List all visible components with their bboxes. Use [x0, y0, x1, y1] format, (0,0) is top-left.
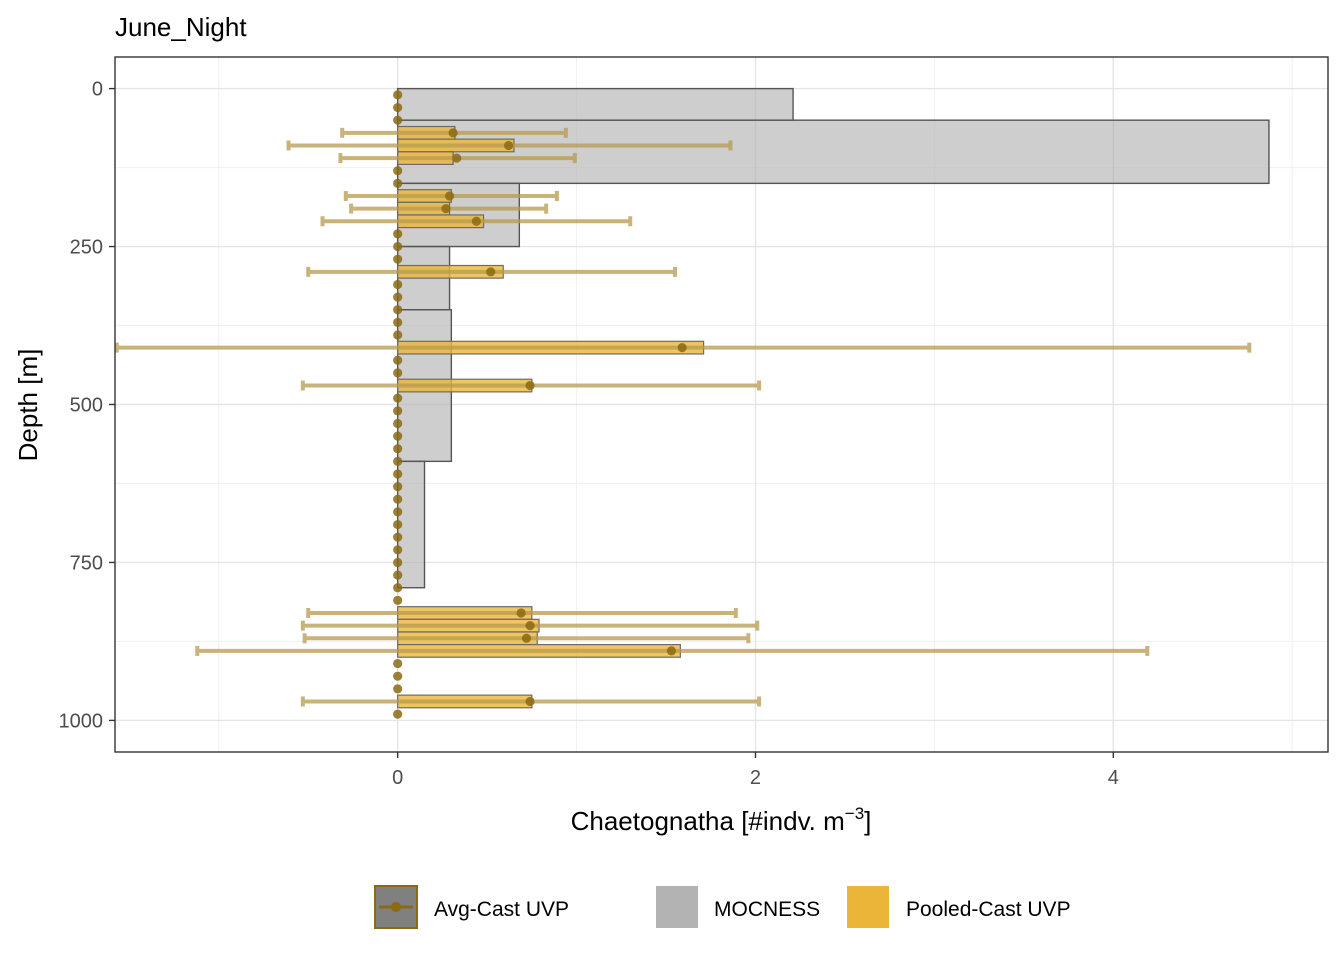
chart-title: June_Night [115, 12, 247, 42]
avg-point [393, 241, 403, 252]
avg-point [393, 456, 403, 466]
avg-point [393, 570, 403, 580]
avg-errorbars [114, 127, 1252, 707]
avg-point [393, 482, 403, 492]
y-tick-label: 250 [70, 237, 103, 259]
x-axis-ticks: 0 2 4 [392, 752, 1119, 789]
avg-points [393, 90, 687, 719]
legend-swatch-mocness [656, 886, 698, 928]
x-tick-label: 4 [1108, 767, 1119, 789]
x-axis-label-main: Chaetognatha [#indv. m [571, 806, 845, 836]
avg-point [393, 355, 403, 365]
y-axis-ticks: 0 250 500 750 1000 [59, 79, 115, 732]
avg-point [525, 621, 535, 631]
avg-point [393, 178, 403, 188]
legend-key-mocness: MOCNESS [656, 886, 820, 928]
avg-point [393, 545, 403, 555]
mocness-bars [396, 87, 1270, 589]
legend-label-avg: Avg-Cast UVP [434, 898, 569, 921]
avg-point [677, 343, 687, 353]
avg-point [393, 519, 403, 530]
avg-point [393, 229, 403, 239]
avg-point [393, 709, 403, 719]
avg-point [393, 90, 403, 100]
x-tick-label: 2 [750, 767, 761, 789]
avg-point [393, 330, 403, 340]
avg-point [393, 557, 403, 568]
avg-point [393, 102, 403, 113]
avg-point [521, 633, 532, 643]
avg-point [525, 696, 535, 707]
x-axis-label: Chaetognatha [#indv. m−3] [571, 804, 872, 836]
avg-point [393, 532, 403, 542]
legend-key-pooled-cast-uvp: Pooled-Cast UVP [847, 886, 1071, 928]
avg-point [471, 216, 481, 226]
avg-point [516, 608, 526, 618]
legend: Avg-Cast UVP MOCNESS Pooled-Cast UVP [374, 885, 1071, 929]
avg-point [393, 684, 403, 694]
avg-point [393, 671, 403, 681]
mocness-bar [396, 119, 1270, 185]
avg-point [393, 368, 403, 378]
avg-point [393, 292, 403, 302]
y-tick-label: 750 [70, 552, 103, 574]
legend-key-avg-cast-uvp: Avg-Cast UVP [374, 885, 569, 929]
avg-point [666, 646, 677, 656]
avg-point [452, 153, 462, 163]
mocness-bar [396, 87, 794, 121]
avg-point [393, 115, 403, 125]
avg-point [393, 595, 403, 605]
avg-point [393, 317, 403, 327]
avg-point [525, 380, 535, 391]
y-axis-label: Depth [m] [13, 349, 43, 462]
x-axis-label-suffix: ] [864, 806, 871, 836]
avg-point [393, 305, 403, 315]
y-tick-label: 1000 [59, 710, 104, 732]
avg-point [393, 254, 403, 264]
avg-point [393, 393, 403, 403]
avg-point [503, 140, 514, 151]
legend-point-avg [391, 902, 401, 912]
avg-point [393, 418, 403, 429]
y-tick-label: 0 [92, 79, 103, 101]
avg-point [393, 406, 403, 416]
legend-label-pooled: Pooled-Cast UVP [906, 898, 1071, 921]
avg-point [448, 128, 458, 138]
avg-point [444, 191, 455, 201]
y-tick-label: 500 [70, 395, 103, 417]
legend-label-mocness: MOCNESS [714, 898, 820, 921]
avg-point [393, 166, 403, 176]
x-tick-label: 0 [392, 767, 403, 789]
avg-point [441, 204, 451, 214]
avg-point [393, 507, 403, 517]
avg-point [393, 494, 403, 504]
avg-point [393, 431, 403, 441]
avg-point [486, 267, 496, 277]
avg-point [393, 444, 403, 454]
legend-swatch-pooled [847, 886, 889, 928]
avg-point [393, 583, 403, 593]
avg-point [393, 279, 403, 290]
avg-point [393, 658, 403, 669]
x-axis-label-superscript: −3 [845, 804, 864, 823]
avg-point [393, 469, 403, 479]
